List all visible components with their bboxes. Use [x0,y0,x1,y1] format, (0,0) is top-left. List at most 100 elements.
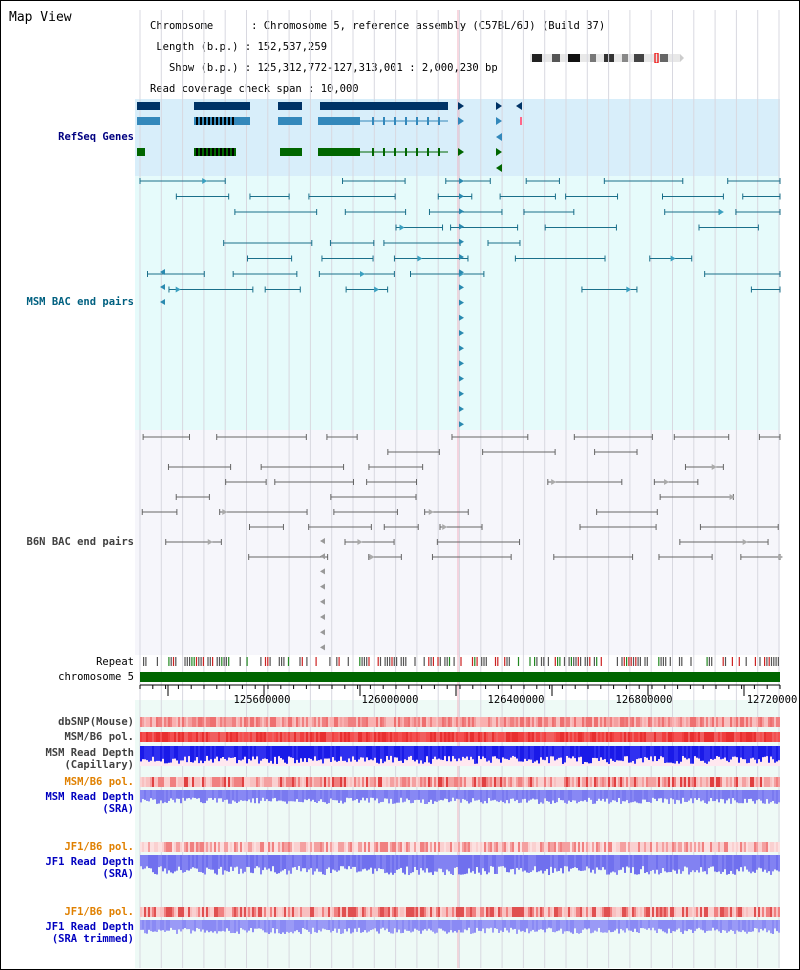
msm-depth-sra-bar [482,790,484,804]
msm-depth-sra-bar [274,790,276,798]
msm-pol-strip [462,732,464,742]
msm-depth-sra-bar [236,790,238,804]
jf1-pol-strip [206,842,208,852]
jf1-depth-trim-bar [732,920,734,932]
jf1-depth-sra-bar [572,855,574,869]
jf1-pol-strip [416,842,418,852]
jf1-pol-strip [510,907,512,917]
gene-exon [383,102,385,110]
msm-pol-strip [672,777,674,787]
msm-depth-cap-bar [776,746,778,762]
jf1-depth-sra-bar [154,855,156,874]
jf1-pol-strip [212,842,214,852]
msm-depth-cap-bar [512,746,514,756]
repeat-mark [639,657,641,666]
msm-pol-strip [250,732,252,742]
jf1-depth-sra-bar [480,855,482,875]
msm-depth-sra-bar [308,790,310,799]
jf1-pol-strip [490,842,492,852]
msm-depth-cap-bar [736,746,738,758]
msm-pol-strip [758,732,760,742]
dbsnp-strip [652,717,654,727]
msm-pol-strip [528,777,530,787]
msm-pol-strip [404,777,406,787]
msm-depth-cap-bar [242,746,244,760]
msm-pol-strip [562,732,564,742]
jf1-pol-strip [380,842,382,852]
jf1-pol-strip [170,907,172,917]
gene-arrow [458,117,464,125]
jf1-pol-strip [482,907,484,917]
jf1-pol-strip [558,842,560,852]
msm-pol-strip [226,732,228,742]
msm-pol-strip [234,777,236,787]
dbsnp-strip [698,717,700,727]
jf1-depth-trim-bar [570,920,572,933]
msm-pol-strip [750,732,752,742]
jf1-depth-sra-bar [650,855,652,871]
msm-pol-strip [764,777,766,787]
msm-depth-cap-bar [232,746,234,758]
msm-depth-cap-bar [366,746,368,758]
msm-pol-strip [516,732,518,742]
repeat-mark [209,657,211,666]
msm-pol-strip [564,732,566,742]
jf1-depth-trim-bar [762,920,764,931]
msm-pol-strip [264,732,266,742]
jf1-pol-strip [738,842,740,852]
jf1-depth-sra-bar [198,855,200,872]
msm-depth-cap-bar [774,746,776,763]
jf1-depth-sra-bar [632,855,634,868]
msm-depth-cap-bar [300,746,302,759]
msm-depth-cap-bar [244,746,246,757]
repeat-mark [777,657,779,666]
jf1-depth-trim-bar [576,920,578,934]
msm-pol-strip [252,732,254,742]
axis-tick-label: 126400000 [488,694,545,706]
jf1-depth-sra-bar [686,855,688,868]
dbsnp-strip [658,717,660,727]
msm-depth-sra-bar [312,790,314,800]
msm-pol-strip [390,777,392,787]
msm-depth-cap-bar [350,746,352,762]
msm-pol-strip [752,732,754,742]
msm-pol-strip [328,777,330,787]
jf1-pol-strip [736,842,738,852]
msm-depth-cap-bar [212,746,214,763]
msm-depth-cap-bar [250,746,252,761]
axis-tick-label: 126000000 [362,694,419,706]
jf1-depth-sra-bar [202,855,204,873]
dbsnp-strip [744,717,746,727]
jf1-depth-trim-bar [156,920,158,932]
jf1-depth-sra-bar [276,855,278,874]
jf1-depth-trim-bar [726,920,728,933]
jf1-pol-strip [640,842,642,852]
jf1-depth-sra-bar [556,855,558,872]
jf1-pol-strip [722,842,724,852]
jf1-pol-strip [746,907,748,917]
gene-exon [438,148,440,156]
jf1-depth-trim-bar [548,920,550,928]
jf1-depth-trim-bar [482,920,484,929]
msm-depth-cap-bar [418,746,420,764]
jf1-depth-sra-bar [594,855,596,874]
msm-depth-sra-bar [316,790,318,804]
msm-depth-cap-bar [570,746,572,759]
jf1-pol-strip [774,842,776,852]
b6n-bac-arrow [222,509,228,515]
dbsnp-strip [310,717,312,727]
dbsnp-strip [358,717,360,727]
gene-exon [232,148,234,156]
msm-depth-cap-bar [622,746,624,762]
jf1-depth-trim-bar [240,920,242,929]
msm-pol-strip [274,732,276,742]
msm-pol-strip [550,777,552,787]
msm-depth-cap-bar [728,746,730,763]
jf1-pol-strip [324,842,326,852]
msm-depth-sra-bar [726,790,728,801]
jf1-depth-sra-bar [762,855,764,872]
jf1-pol-strip [724,842,726,852]
msm-depth-cap-bar [778,746,780,761]
jf1-pol-strip [156,907,158,917]
